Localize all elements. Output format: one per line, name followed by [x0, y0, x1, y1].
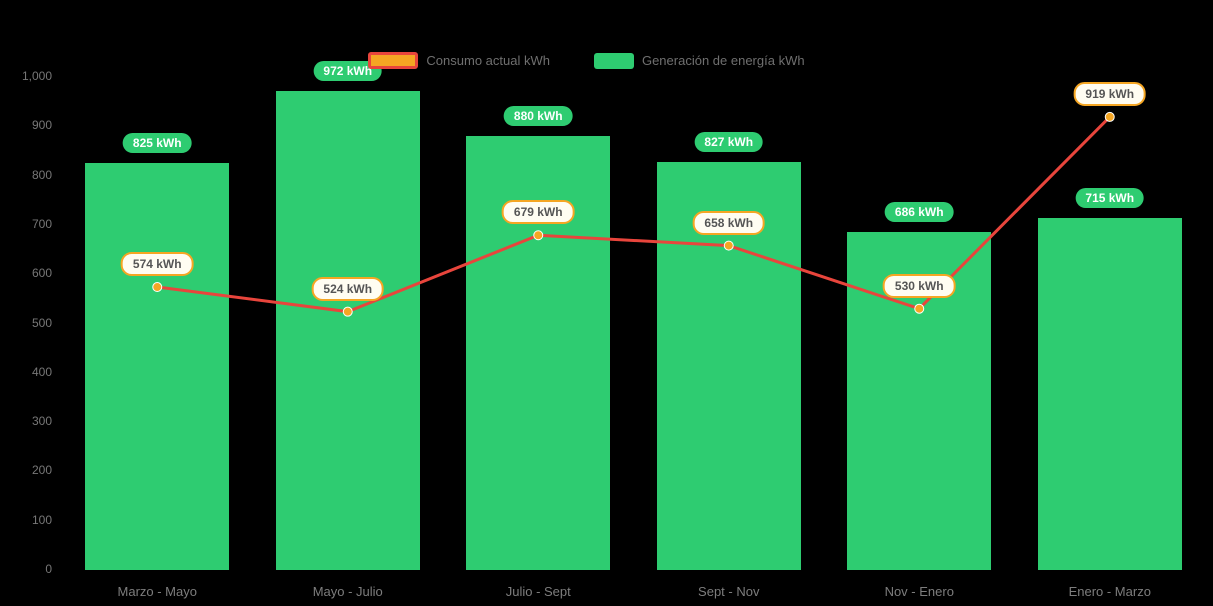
consumption-value-label: 530 kWh: [882, 273, 956, 298]
legend-item-consumo[interactable]: Consumo actual kWh: [368, 52, 550, 69]
consumption-value-label: 679 kWh: [501, 200, 575, 225]
consumption-value-label: 919 kWh: [1073, 81, 1147, 106]
y-axis-tick-label: 100: [31, 512, 52, 527]
y-axis-tick-label: 1,000: [21, 69, 52, 83]
consumo-line-swatch-icon: [368, 52, 419, 69]
generation-bar[interactable]: [1037, 217, 1182, 570]
y-axis-tick-label: 300: [31, 414, 52, 429]
legend: Consumo actual kWh Generación de energía…: [0, 52, 1173, 69]
x-axis-category-label: Julio - Sept: [505, 584, 571, 599]
y-axis-tick-label: 200: [31, 463, 52, 478]
y-axis-tick-label: 600: [31, 266, 52, 281]
generation-value-label: 827 kWh: [694, 132, 764, 153]
consumo-legend-label: Consumo actual kWh: [426, 53, 550, 68]
legend-item-generacion[interactable]: Generación de energía kWh: [593, 52, 805, 69]
y-axis-tick-label: 0: [45, 562, 52, 576]
consumption-value-label: 574 kWh: [120, 252, 194, 277]
generation-bar[interactable]: [85, 163, 230, 570]
generation-value-label: 715 kWh: [1075, 187, 1145, 208]
generacion-bar-swatch-icon: [593, 52, 634, 69]
x-axis-category-label: Enero - Marzo: [1068, 584, 1151, 599]
generation-value-label: 825 kWh: [122, 133, 192, 154]
x-axis-category-label: Nov - Enero: [884, 584, 954, 599]
y-axis-tick-label: 500: [31, 315, 52, 330]
consumption-value-label: 658 kWh: [692, 210, 766, 235]
generacion-legend-label: Generación de energía kWh: [641, 53, 805, 68]
y-axis-tick-label: 900: [31, 118, 52, 133]
y-axis-tick-label: 700: [31, 216, 52, 231]
x-axis-category-label: Mayo - Julio: [312, 584, 383, 599]
consumption-value-label: 524 kWh: [311, 276, 385, 301]
y-axis-tick-label: 800: [31, 167, 52, 182]
consumption-point-marker[interactable]: [1104, 111, 1115, 122]
generation-value-label: 686 kWh: [884, 201, 954, 222]
generation-value-label: 880 kWh: [503, 106, 573, 127]
y-axis-tick-label: 400: [31, 364, 52, 379]
generation-bar[interactable]: [275, 90, 420, 570]
generation-value-label: 972 kWh: [313, 60, 383, 81]
x-axis-category-label: Sept - Nov: [698, 584, 760, 599]
x-axis-category-label: Marzo - Mayo: [117, 584, 197, 599]
